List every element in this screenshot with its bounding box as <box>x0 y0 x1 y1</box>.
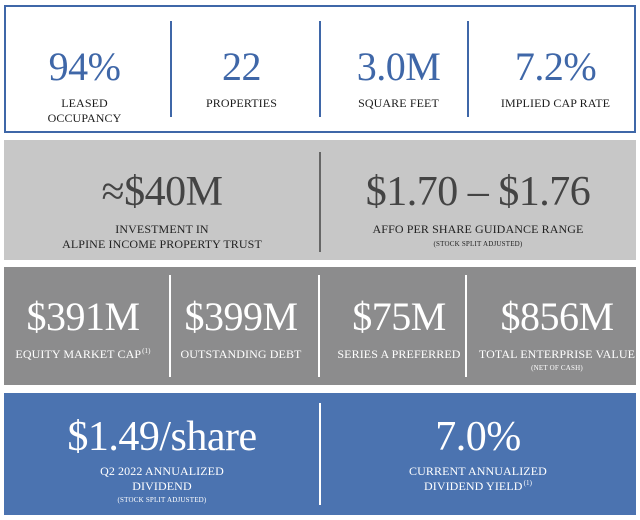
divider <box>169 275 171 377</box>
capital-structure-panel: $391M EQUITY MARKET CAP(1) $399M OUTSTAN… <box>4 267 636 385</box>
metric-value: 7.0% <box>435 414 521 460</box>
footnote-marker: (1) <box>523 479 533 487</box>
metric-annualized-dividend: $1.49/share Q2 2022 ANNUALIZED DIVIDEND … <box>4 393 320 515</box>
metric-label-line2: ALPINE INCOME PROPERTY TRUST <box>62 237 262 251</box>
metric-dividend-yield: 7.0% CURRENT ANNUALIZED DIVIDEND YIELD(1… <box>320 393 636 515</box>
metric-implied-cap-rate: 7.2% IMPLIED CAP RATE <box>477 7 634 131</box>
metric-label-text: DIVIDEND YIELD <box>423 479 523 493</box>
metric-label: OUTSTANDING DEBT <box>180 347 302 361</box>
metric-value: 94% <box>48 44 121 89</box>
metric-note: (STOCK SPLIT ADJUSTED) <box>117 496 207 504</box>
metric-properties: 22 PROPERTIES <box>163 7 320 131</box>
metric-value: 7.2% <box>514 44 597 89</box>
metric-value: 3.0M <box>356 44 441 89</box>
metric-total-enterprise-value: $856M TOTAL ENTERPRISE VALUE (NET OF CAS… <box>478 267 636 385</box>
metric-series-a-preferred: $75M SERIES A PREFERRED <box>320 267 478 385</box>
metric-label: AFFO PER SHARE GUIDANCE RANGE <box>372 222 584 236</box>
metric-label: IMPLIED CAP RATE <box>500 96 611 110</box>
metric-label-line1: LEASED <box>61 96 108 110</box>
metric-square-feet: 3.0M SQUARE FEET <box>320 7 477 131</box>
divider <box>319 21 321 117</box>
metric-equity-market-cap: $391M EQUITY MARKET CAP(1) <box>4 267 162 385</box>
metric-note: (STOCK SPLIT ADJUSTED) <box>433 240 523 248</box>
divider <box>465 275 467 377</box>
metric-leased-occupancy: 94% LEASED OCCUPANCY <box>6 7 163 131</box>
metric-label: CURRENT ANNUALIZED DIVIDEND YIELD(1) <box>409 464 547 494</box>
metric-affo-guidance: $1.70 – $1.76 AFFO PER SHARE GUIDANCE RA… <box>320 140 636 260</box>
metric-alpine-investment: ≈$40M INVESTMENT IN ALPINE INCOME PROPER… <box>4 140 320 260</box>
divider <box>318 275 320 377</box>
metric-label: TOTAL ENTERPRISE VALUE <box>478 347 636 361</box>
metric-label-line1: Q2 2022 ANNUALIZED <box>100 464 224 478</box>
divider <box>467 21 469 117</box>
metric-label: INVESTMENT IN ALPINE INCOME PROPERTY TRU… <box>62 222 262 252</box>
divider <box>170 21 172 117</box>
footnote-marker: (1) <box>142 347 151 355</box>
metric-value: 22 <box>222 44 262 89</box>
metric-value: $856M <box>500 294 614 339</box>
divider <box>319 152 321 252</box>
metric-label-line2: OCCUPANCY <box>47 111 122 125</box>
metric-label: LEASED OCCUPANCY <box>48 96 122 126</box>
metric-value: $1.70 – $1.76 <box>365 169 591 215</box>
metric-value: $391M <box>26 294 140 339</box>
metric-label: SERIES A PREFERRED <box>337 347 461 361</box>
metric-value: ≈$40M <box>101 169 223 215</box>
investment-guidance-panel: ≈$40M INVESTMENT IN ALPINE INCOME PROPER… <box>4 140 636 260</box>
metric-label: EQUITY MARKET CAP(1) <box>15 347 150 362</box>
metric-label: Q2 2022 ANNUALIZED DIVIDEND <box>100 464 224 494</box>
metric-outstanding-debt: $399M OUTSTANDING DEBT <box>162 267 320 385</box>
metric-note: (NET OF CASH) <box>531 364 583 372</box>
metric-label: SQUARE FEET <box>358 96 439 110</box>
metric-label: PROPERTIES <box>206 96 277 110</box>
metric-value: $399M <box>184 294 298 339</box>
metric-label-line2: DIVIDEND <box>132 479 192 493</box>
portfolio-metrics-panel: 94% LEASED OCCUPANCY 22 PROPERTIES 3.0M … <box>4 5 636 133</box>
metric-value: $75M <box>352 294 446 339</box>
metric-label-line2: DIVIDEND YIELD(1) <box>409 479 547 494</box>
metric-label-text: EQUITY MARKET CAP <box>15 347 142 361</box>
dividend-panel: $1.49/share Q2 2022 ANNUALIZED DIVIDEND … <box>4 393 636 515</box>
metric-value: $1.49/share <box>67 414 257 460</box>
metric-label-line1: CURRENT ANNUALIZED <box>409 464 547 478</box>
divider <box>319 403 321 505</box>
metric-label-line1: INVESTMENT IN <box>115 222 209 236</box>
